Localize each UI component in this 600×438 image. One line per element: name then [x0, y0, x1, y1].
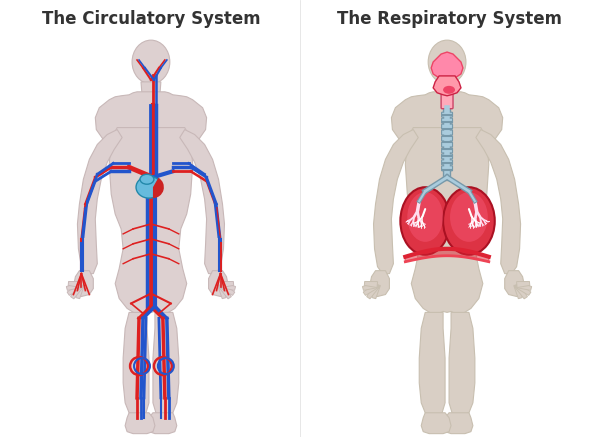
Polygon shape [220, 282, 236, 291]
Polygon shape [73, 271, 94, 297]
Polygon shape [476, 130, 521, 274]
Polygon shape [141, 83, 161, 95]
Polygon shape [374, 130, 418, 274]
Polygon shape [449, 313, 475, 416]
Ellipse shape [428, 41, 466, 85]
FancyBboxPatch shape [442, 113, 452, 118]
Polygon shape [219, 283, 235, 296]
FancyBboxPatch shape [441, 94, 453, 110]
Polygon shape [363, 283, 379, 296]
Ellipse shape [136, 177, 162, 199]
Ellipse shape [132, 41, 170, 85]
Polygon shape [68, 282, 82, 288]
Polygon shape [443, 413, 473, 434]
Polygon shape [77, 130, 122, 274]
Polygon shape [421, 413, 451, 434]
Polygon shape [218, 283, 232, 299]
Polygon shape [125, 413, 155, 434]
FancyBboxPatch shape [442, 119, 452, 124]
Polygon shape [147, 413, 177, 434]
Polygon shape [67, 283, 83, 296]
Ellipse shape [407, 193, 443, 242]
Polygon shape [419, 313, 445, 416]
Polygon shape [209, 271, 229, 297]
Polygon shape [406, 128, 489, 314]
Polygon shape [437, 83, 457, 95]
Polygon shape [109, 128, 193, 314]
Polygon shape [367, 283, 380, 299]
Ellipse shape [450, 193, 488, 242]
Polygon shape [180, 130, 224, 274]
Ellipse shape [443, 87, 455, 95]
Ellipse shape [140, 175, 154, 185]
Polygon shape [514, 284, 522, 299]
FancyBboxPatch shape [442, 131, 452, 136]
Polygon shape [391, 92, 503, 142]
Polygon shape [218, 284, 226, 299]
Polygon shape [406, 249, 489, 262]
Polygon shape [370, 271, 389, 297]
Polygon shape [505, 271, 524, 297]
Polygon shape [431, 53, 463, 81]
Polygon shape [517, 282, 530, 288]
Polygon shape [515, 283, 531, 296]
Ellipse shape [400, 188, 450, 255]
Text: The Circulatory System: The Circulatory System [41, 10, 260, 28]
Text: The Respiratory System: The Respiratory System [337, 10, 562, 28]
FancyBboxPatch shape [442, 137, 452, 141]
Polygon shape [372, 284, 380, 299]
Polygon shape [153, 313, 179, 416]
FancyBboxPatch shape [442, 166, 452, 171]
Polygon shape [123, 313, 149, 416]
Polygon shape [71, 283, 84, 299]
Wedge shape [153, 178, 164, 199]
Polygon shape [364, 282, 377, 288]
FancyBboxPatch shape [442, 160, 452, 166]
FancyBboxPatch shape [442, 148, 452, 154]
Ellipse shape [443, 188, 495, 255]
Polygon shape [76, 284, 84, 299]
Polygon shape [433, 77, 461, 96]
FancyBboxPatch shape [442, 155, 452, 159]
Polygon shape [67, 282, 82, 291]
Polygon shape [516, 282, 532, 291]
Polygon shape [95, 92, 206, 142]
Polygon shape [220, 282, 233, 288]
Polygon shape [362, 282, 378, 291]
FancyBboxPatch shape [442, 125, 452, 130]
FancyBboxPatch shape [442, 143, 452, 148]
Polygon shape [514, 283, 527, 299]
